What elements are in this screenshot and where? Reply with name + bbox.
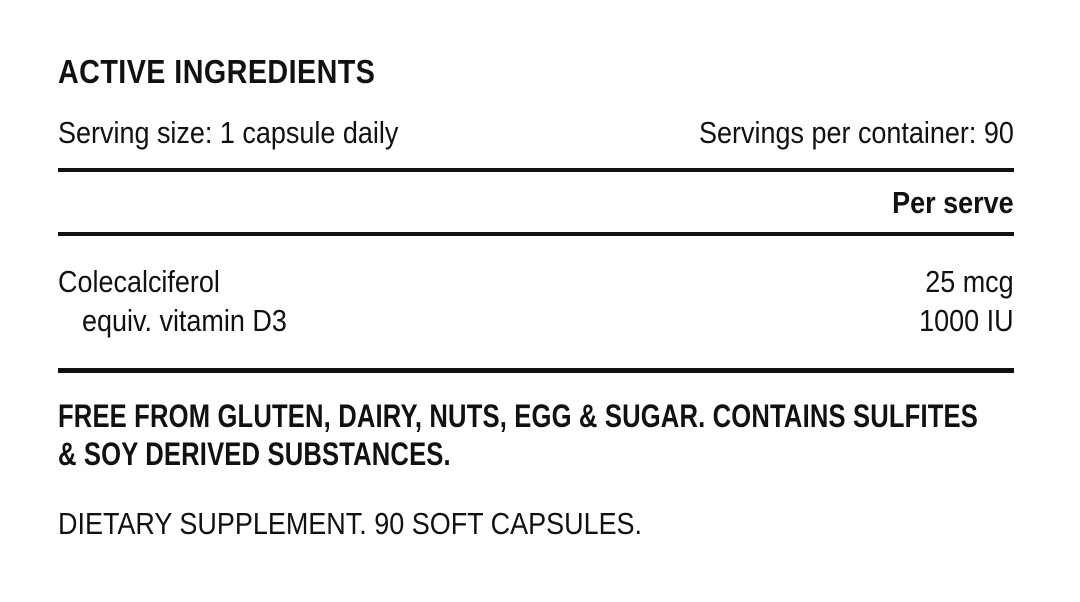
- ingredient-equiv-name: equiv. vitamin D3: [82, 303, 287, 339]
- panel-title: ACTIVE INGREDIENTS: [58, 52, 1014, 92]
- free-from-line-1-text: FREE FROM GLUTEN, DAIRY, NUTS, EGG & SUG…: [58, 398, 979, 435]
- supplement-facts-panel: ACTIVE INGREDIENTS Serving size: 1 capsu…: [58, 0, 1014, 574]
- panel-title-text: ACTIVE INGREDIENTS: [58, 53, 376, 90]
- serving-size-text: Serving size: 1 capsule daily: [58, 115, 399, 151]
- ingredient-name: Colecalciferol: [58, 264, 220, 300]
- supplement-footer: DIETARY SUPPLEMENT. 90 SOFT CAPSULES.: [58, 505, 1014, 543]
- ingredient-row: equiv. vitamin D3 1000 IU: [58, 301, 1014, 340]
- free-from-statement: FREE FROM GLUTEN, DAIRY, NUTS, EGG & SUG…: [58, 397, 1014, 473]
- per-serve-header: Per serve: [892, 185, 1014, 221]
- divider-top: [58, 168, 1014, 173]
- free-from-line-2-text: & SOY DERIVED SUBSTANCES.: [58, 436, 451, 473]
- servings-per-container-text: Servings per container: 90: [699, 115, 1014, 151]
- free-from-line-1: FREE FROM GLUTEN, DAIRY, NUTS, EGG & SUG…: [58, 397, 1014, 435]
- ingredient-equiv-cell: equiv. vitamin D3: [58, 301, 317, 340]
- ingredient-row: Colecalciferol 25 mcg: [58, 262, 1014, 301]
- supplement-footer-text: DIETARY SUPPLEMENT. 90 SOFT CAPSULES.: [58, 506, 643, 542]
- divider-header: [58, 232, 1014, 237]
- ingredient-list: Colecalciferol 25 mcg equiv. vitamin D3 …: [58, 262, 1014, 340]
- ingredient-equiv-amount: 1000 IU: [919, 303, 1014, 339]
- free-from-line-2: & SOY DERIVED SUBSTANCES.: [58, 435, 1014, 473]
- serving-info-row: Serving size: 1 capsule daily Servings p…: [58, 114, 1014, 152]
- divider-bottom: [58, 368, 1014, 374]
- column-header-row: Per serve: [58, 172, 1014, 222]
- ingredient-amount: 25 mcg: [925, 264, 1014, 300]
